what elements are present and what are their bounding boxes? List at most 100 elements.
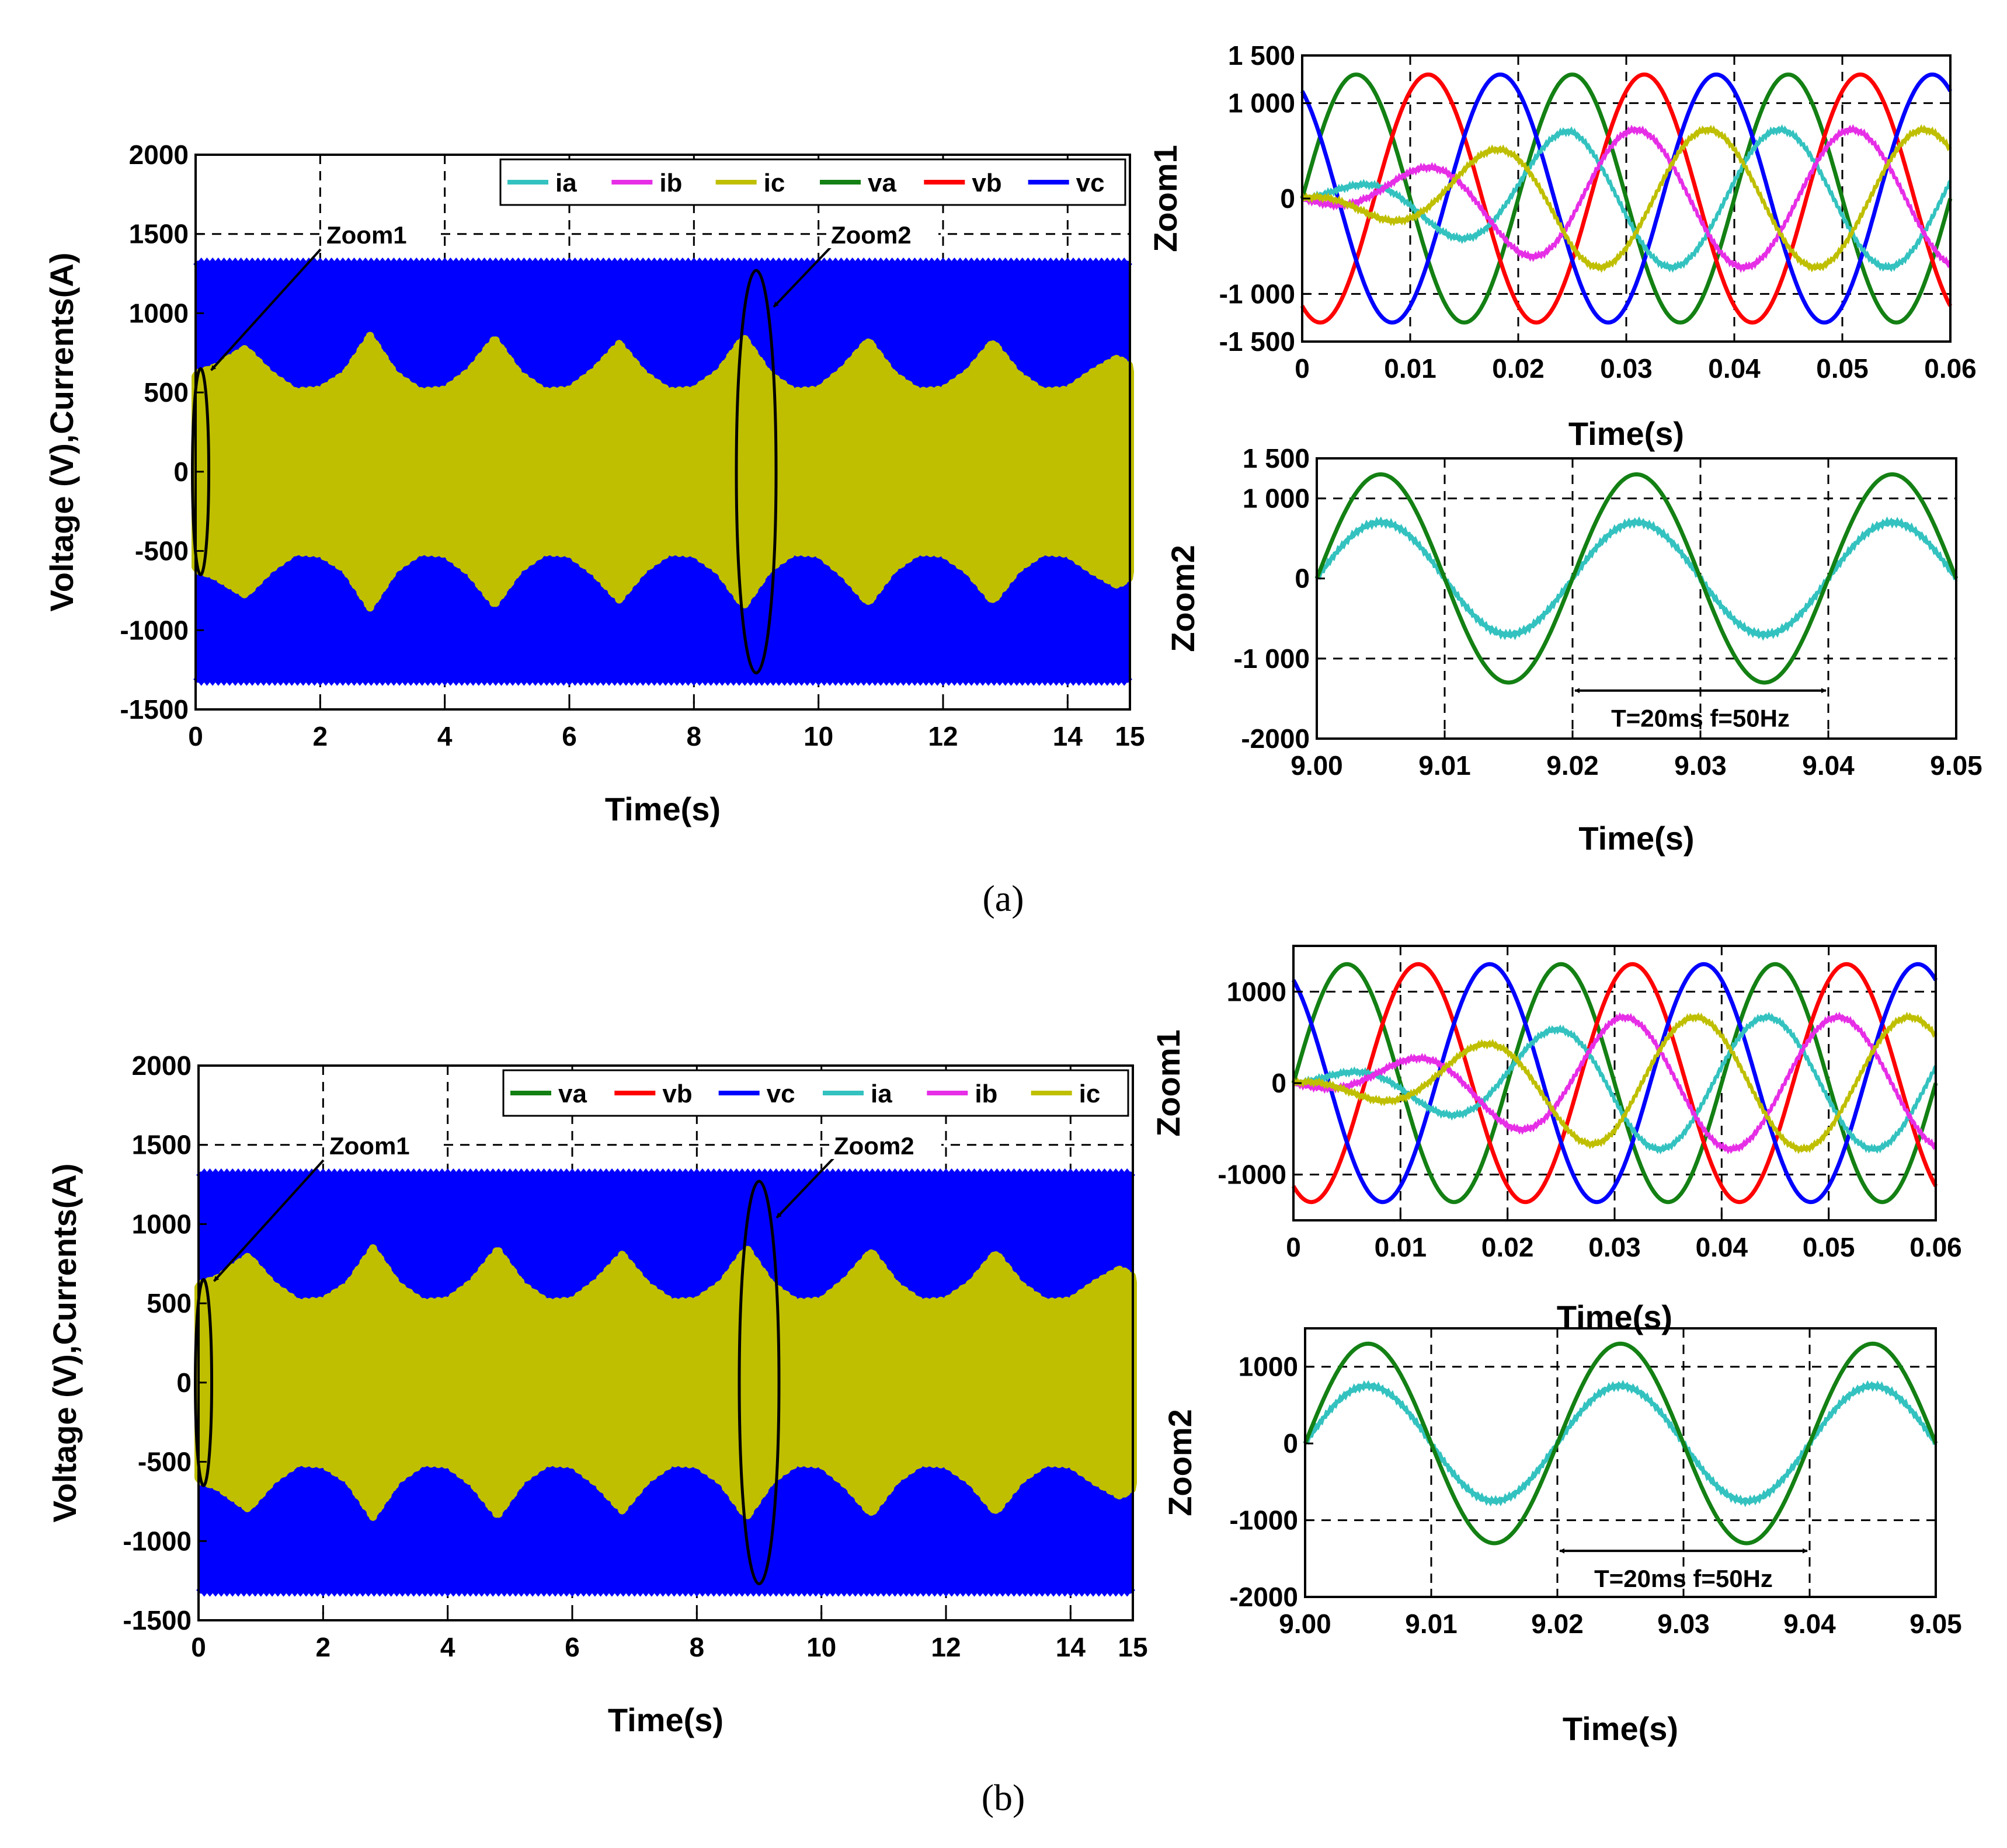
x-tick-label: 9.02 [1546,750,1599,781]
x-tick-label: 9.05 [1909,1609,1962,1639]
axes-frame [1316,457,1957,740]
zoom1-label-bg [326,1125,437,1159]
x-tick-label: 9.01 [1418,750,1471,781]
axes-frame [197,1064,1134,1621]
zoom1-label: Zoom1 [329,1132,410,1160]
y-tick-label: 1500 [132,1130,192,1160]
x-tick-label: 2 [313,721,328,751]
x-tick-label: 0 [188,721,203,751]
main-chart-b: 0 2 4 6 8 10 12 14 15 2000 1500 1000 500 0 -500 -1000 -1… [46,1050,1148,1738]
x-tick-label: 0 [191,1632,206,1662]
zoom1-label: Zoom1 [326,221,407,249]
series-ib [1292,1011,1938,1154]
series-va [1291,962,1938,1205]
x-tick-label: 9.00 [1279,1609,1331,1639]
y-tick-label: -1 500 [1219,326,1295,357]
legend-label-ib: ib [975,1080,997,1108]
y-tick-label: -2000 [1229,1582,1298,1612]
x-tick-label: 0.01 [1384,353,1436,384]
y-tick-label: 1 500 [1228,40,1295,71]
series-vb [1291,962,1938,1205]
zoom1-ellipse [191,367,211,576]
x-axis-label: Time(s) [1568,415,1684,452]
legend-label-va: va [868,169,896,197]
zoom1-ellipse [194,1278,214,1487]
y-tick-label: -1 000 [1234,643,1310,674]
y-axis-label: Zoom1 [1150,1029,1187,1137]
x-tick-label: 0 [1295,353,1310,384]
y-axis-label: Voltage (V),Currents(A) [43,253,80,612]
x-tick-label: 8 [690,1632,705,1662]
y-tick-label: 500 [144,377,189,408]
legend-label-ia: ia [871,1080,892,1108]
x-tick-label: 0.01 [1375,1232,1427,1262]
zoom1-label-bg [323,214,434,248]
legend-label-ic: ic [1079,1080,1101,1108]
period-label: T=20ms f=50Hz [1611,705,1790,732]
x-tick-label: 8 [687,721,702,751]
zoom1-arrow [213,1159,325,1282]
y-tick-label: -1000 [1229,1505,1298,1536]
y-tick-label: 0 [176,1367,192,1398]
vc-envelope-bottom [193,673,1132,686]
legend-box [502,1069,1129,1117]
y-tick-label: -1500 [123,1605,192,1635]
x-tick-label: 0.06 [1909,1232,1962,1262]
period-label: T=20ms f=50Hz [1594,1565,1773,1592]
y-tick-label: 0 [1295,563,1310,594]
x-axis-label: Time(s) [605,791,721,827]
x-tick-label: 6 [562,721,577,751]
y-tick-label: 2000 [129,140,189,170]
series-va [1300,72,1953,325]
x-tick-label: 0.02 [1492,353,1545,384]
x-tick-label: 9.02 [1531,1609,1584,1639]
x-axis-label: Time(s) [1578,820,1694,857]
y-tick-label: -1000 [120,615,189,645]
zoom2-arrow [775,1157,835,1219]
series-vc [1291,962,1938,1205]
x-tick-label: 0.05 [1803,1232,1855,1262]
x-tick-label: 9.01 [1405,1609,1458,1639]
legend-label-ib: ib [659,169,682,197]
zoom2-label-bg [827,214,938,248]
x-tick-label: 0.02 [1481,1232,1534,1262]
vc-envelope-top [196,1168,1135,1182]
y-tick-label: 0 [1280,183,1295,214]
vc-envelope-bottom [196,1583,1135,1597]
y-tick-label: -1500 [120,694,189,725]
legend-label-vb: vb [662,1080,692,1108]
y-axis-label: Zoom2 [1161,1409,1198,1516]
series-ib [1300,124,1952,273]
x-tick-label: 9.03 [1674,750,1727,781]
series-ic [1292,1011,1938,1154]
y-tick-label: -1000 [1218,1160,1286,1190]
x-tick-label: 0.04 [1696,1232,1748,1262]
y-axis-label: Zoom2 [1164,545,1201,652]
caption-a: (a) [982,878,1024,919]
x-tick-label: 14 [1053,721,1083,751]
series-vc [1300,72,1953,325]
zoom2-chart-a: T=20ms f=50Hz 9.00 9.01 9.02 9.03 9.04 9.05 1 5… [1164,443,1982,857]
y-tick-label: -2000 [1241,723,1310,754]
x-tick-label: 12 [931,1632,961,1662]
y-tick-label: -1 000 [1219,279,1295,309]
x-tick-label: 10 [806,1632,836,1662]
series-ic [1300,124,1952,273]
x-tick-label: 9.00 [1291,750,1343,781]
y-axis-label: Voltage (V),Currents(A) [46,1164,83,1523]
zoom2-ellipse [735,269,778,675]
y-tick-label: 2000 [132,1050,192,1081]
axes-frame [1304,1327,1937,1598]
zoom2-ellipse [738,1179,781,1586]
legend-label-vc: vc [1076,169,1105,197]
x-tick-label: 15 [1115,721,1145,751]
y-tick-label: 0 [1271,1068,1286,1098]
x-tick-label: 0.03 [1600,353,1653,384]
y-tick-label: 1000 [132,1209,192,1239]
x-tick-label: 14 [1056,1632,1086,1662]
zoom2-label: Zoom2 [834,1132,914,1160]
x-tick-label: 0.06 [1924,353,1977,384]
zoom2-label: Zoom2 [831,221,912,249]
legend-label-ic: ic [764,169,785,197]
